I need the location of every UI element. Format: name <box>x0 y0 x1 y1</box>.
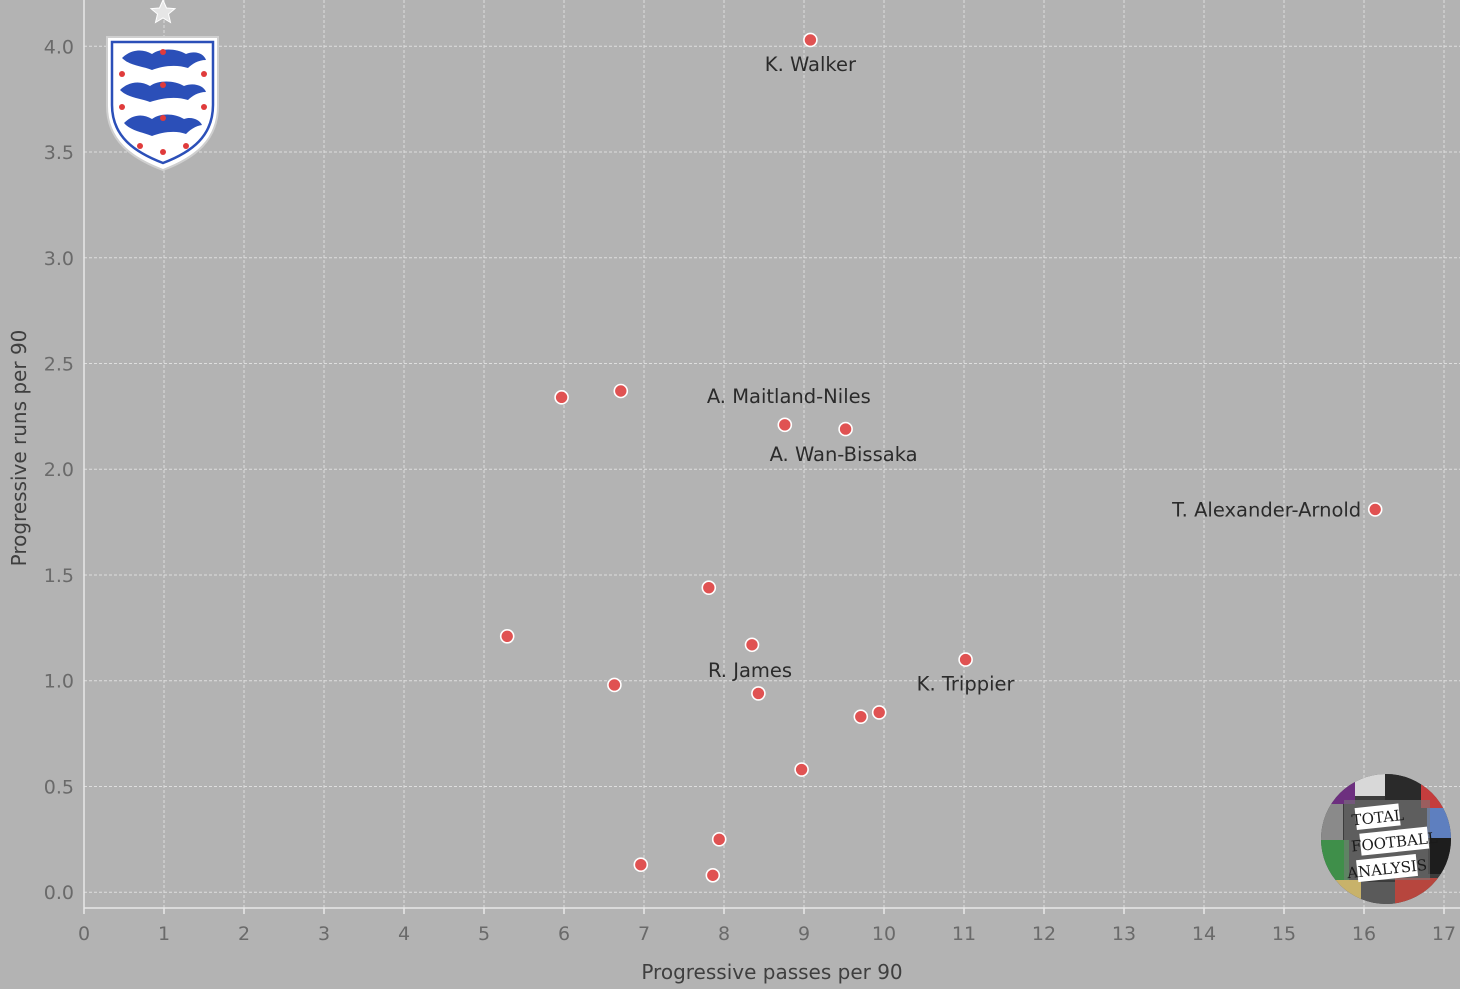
x-tick-label: 0 <box>78 923 90 945</box>
x-tick-label: 17 <box>1432 923 1456 945</box>
x-tick-label: 14 <box>1192 923 1216 945</box>
x-tick-label: 15 <box>1272 923 1296 945</box>
y-tick-label: 0.5 <box>44 776 74 798</box>
point-label: A. Wan-Bissaka <box>770 443 918 466</box>
point-label: K. Trippier <box>917 673 1016 696</box>
data-points <box>499 32 1383 883</box>
data-point <box>853 709 869 724</box>
point-label: A. Maitland-Niles <box>707 385 871 408</box>
x-tick-label: 12 <box>1032 923 1056 945</box>
point-labels: K. Walker A. Maitland-Niles A. Wan-Bissaka… <box>707 53 1361 696</box>
x-tick-label: 8 <box>718 923 730 945</box>
x-axis-title: Progressive passes per 90 <box>641 960 902 984</box>
x-axis-ticks: 0 1 2 3 4 5 6 7 8 9 10 11 12 13 14 15 16 17 <box>78 908 1456 945</box>
y-tick-label: 3.0 <box>44 248 74 270</box>
data-point <box>794 762 809 777</box>
x-tick-label: 9 <box>798 923 810 945</box>
data-point <box>554 390 569 405</box>
point-label: R. James <box>708 659 792 682</box>
x-tick-label: 2 <box>238 923 250 945</box>
x-tick-label: 3 <box>318 923 330 945</box>
y-axis-title: Progressive runs per 90 <box>7 330 31 567</box>
x-tick-label: 4 <box>398 923 410 945</box>
y-tick-label: 1.0 <box>44 671 74 693</box>
data-point <box>613 383 629 399</box>
data-point <box>1367 502 1383 517</box>
grid-lines <box>84 0 1460 908</box>
y-tick-label: 0.0 <box>44 882 74 904</box>
data-point <box>777 417 793 433</box>
x-tick-label: 11 <box>952 923 976 945</box>
x-tick-label: 6 <box>558 923 570 945</box>
x-tick-label: 16 <box>1352 923 1376 945</box>
x-tick-label: 1 <box>158 923 170 945</box>
x-tick-label: 10 <box>872 923 896 945</box>
data-point <box>751 686 766 701</box>
point-label: T. Alexander-Arnold <box>1171 498 1361 521</box>
data-point <box>711 832 727 847</box>
y-tick-label: 1.5 <box>44 565 74 587</box>
x-tick-label: 5 <box>478 923 490 945</box>
x-tick-label: 13 <box>1112 923 1136 945</box>
total-football-analysis-logo-icon: TOTAL FOOTBALL ANALYSIS <box>1321 774 1451 904</box>
data-point <box>499 629 515 644</box>
data-point <box>607 677 622 693</box>
y-tick-label: 2.5 <box>44 354 74 376</box>
data-point <box>744 637 760 653</box>
svg-text:TOTAL: TOTAL <box>1351 806 1405 829</box>
data-point <box>803 32 818 48</box>
y-tick-label: 4.0 <box>44 36 74 58</box>
data-point <box>871 705 887 720</box>
data-point <box>633 857 649 873</box>
x-tick-label: 7 <box>638 923 650 945</box>
y-tick-label: 2.0 <box>44 459 74 481</box>
data-point <box>701 580 717 595</box>
data-point <box>705 867 721 883</box>
y-axis-ticks: 0.0 0.5 1.0 1.5 2.0 2.5 3.0 3.5 4.0 <box>44 36 74 904</box>
axes <box>83 0 1460 909</box>
y-tick-label: 3.5 <box>44 142 74 164</box>
data-point <box>838 421 853 437</box>
three-lions-crest-icon <box>106 0 219 172</box>
point-label: K. Walker <box>765 53 857 76</box>
data-point <box>958 652 973 667</box>
